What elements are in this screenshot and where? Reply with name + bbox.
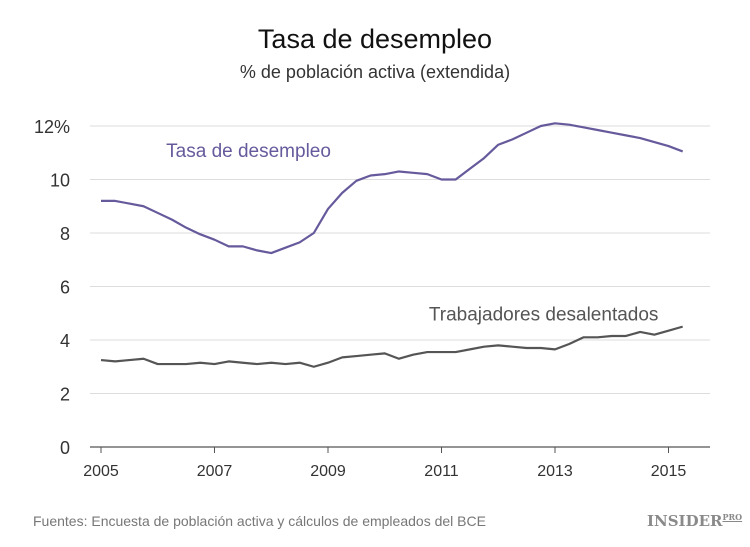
x-tick-label: 2009 [310,463,346,480]
series-line-1 [100,325,683,368]
source-note: Fuentes: Encuesta de población activa y … [33,513,486,529]
x-tick-label: 2005 [83,463,119,480]
y-tick-label: 0 [60,438,70,458]
insider-pro-logo: INSIDERPRO [647,512,743,530]
x-tick-label: 2015 [651,463,687,480]
y-tick-label: 12% [34,117,70,137]
y-tick-label: 4 [60,331,70,351]
x-tick-label: 2007 [197,463,233,480]
series-line-0 [101,122,684,255]
series-label: Trabajadores desalentados [429,304,659,325]
y-tick-label: 10 [50,171,70,191]
y-tick-label: 2 [60,385,70,405]
y-tick-label: 6 [60,278,70,298]
x-tick-label: 2011 [424,463,459,480]
chart-subtitle: % de población activa (extendida) [239,62,511,82]
chart-title: Tasa de desempleo [257,24,493,54]
x-tick-label: 2013 [537,463,573,480]
y-tick-label: 8 [60,224,70,244]
series-label: Tasa de desempleo [166,141,331,162]
